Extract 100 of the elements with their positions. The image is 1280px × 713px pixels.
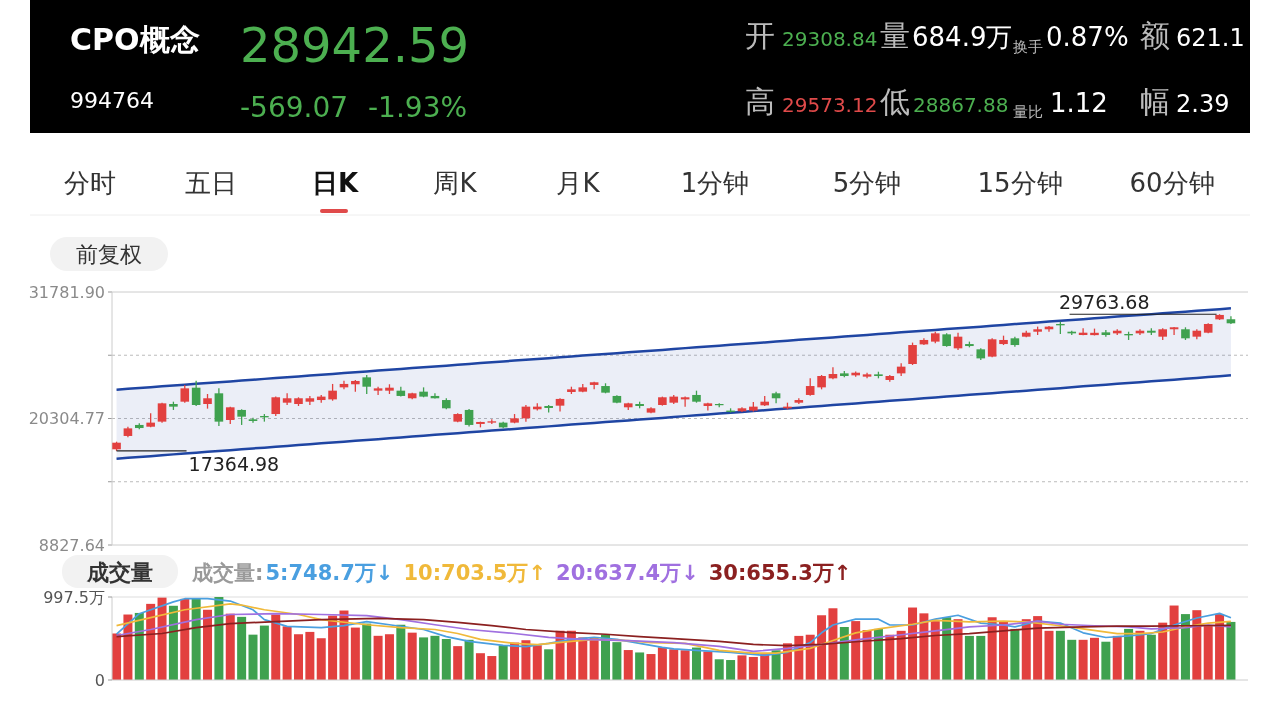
bar — [976, 635, 986, 680]
bar — [635, 652, 645, 680]
bar — [1055, 630, 1065, 680]
text: 28942.59 — [240, 17, 470, 73]
text: 20:637.4万↓ — [556, 561, 699, 585]
text: 额 — [1140, 18, 1170, 53]
bar — [1010, 628, 1020, 680]
bar — [873, 628, 883, 680]
bar — [737, 655, 747, 680]
bar — [1067, 639, 1077, 680]
bar — [1192, 610, 1202, 680]
annotation: 29763.68 — [1058, 291, 1150, 314]
text: 0.87% — [1046, 22, 1129, 52]
bar — [214, 597, 224, 680]
text: 周K — [433, 168, 478, 198]
bar — [589, 637, 599, 680]
y-tick-label: 997.5万 — [43, 587, 105, 607]
bar — [384, 634, 394, 680]
text: 684.9万 — [912, 22, 1013, 52]
bar — [487, 656, 497, 680]
bar — [544, 649, 554, 680]
bar — [1146, 634, 1156, 680]
bar — [316, 638, 326, 680]
bar — [1135, 630, 1145, 680]
series-label: 5:748.7万↓ — [265, 561, 394, 585]
text: 开 — [745, 18, 775, 53]
text: 30:655.3万↑ — [708, 561, 852, 585]
y-tick-label: 31781.90 — [28, 282, 105, 302]
text: 1分钟 — [680, 168, 750, 198]
text: 1.12 — [1050, 88, 1108, 118]
bar — [1044, 630, 1054, 680]
bar — [498, 645, 508, 680]
text: CPO概念 — [70, 22, 200, 57]
bar — [748, 656, 758, 680]
y-tick-label: 8827.64 — [38, 535, 105, 555]
bar — [475, 653, 485, 680]
text: 15分钟 — [977, 168, 1063, 198]
bar — [1180, 614, 1190, 680]
bar — [259, 625, 269, 680]
bar — [328, 615, 338, 680]
text: 5分钟 — [832, 168, 902, 198]
line-series — [115, 612, 1232, 653]
text: 日K — [311, 168, 359, 198]
y-tick-label: 0 — [94, 670, 105, 690]
bar — [293, 634, 303, 680]
bar — [612, 642, 622, 680]
line-series — [115, 307, 1233, 391]
bar — [237, 616, 247, 680]
bar — [1089, 637, 1099, 680]
bar — [930, 621, 940, 680]
bar — [157, 597, 167, 680]
candlestick — [703, 402, 713, 412]
text: 幅 — [1140, 84, 1170, 119]
bar — [373, 635, 383, 680]
bar — [1112, 635, 1122, 680]
bar — [896, 630, 906, 680]
bar — [419, 637, 429, 680]
candlestick — [191, 379, 201, 407]
bar — [1203, 626, 1213, 680]
candlestick — [908, 341, 917, 366]
bar — [1226, 621, 1236, 680]
bar — [828, 608, 838, 680]
annotation: 17364.98 — [188, 452, 280, 475]
bar — [691, 647, 701, 680]
text: 621.1 — [1176, 24, 1245, 52]
text: 29308.84 — [782, 27, 878, 51]
bar — [964, 635, 974, 680]
bar — [669, 649, 679, 680]
text: 前复权 — [76, 242, 142, 267]
text: -1.93% — [368, 91, 468, 124]
bar — [203, 609, 213, 680]
candlestick — [1169, 326, 1179, 336]
bar — [851, 621, 861, 680]
text: 60分钟 — [1129, 168, 1215, 198]
text: 五日 — [185, 168, 237, 198]
bar — [999, 621, 1009, 680]
bar — [1124, 628, 1134, 680]
bar — [407, 632, 417, 680]
y-tick-label: 20304.77 — [28, 409, 105, 428]
candlestick — [248, 417, 258, 424]
bar — [714, 659, 724, 680]
bar — [396, 624, 406, 680]
bar — [1078, 639, 1088, 680]
bar — [180, 598, 190, 680]
bar — [532, 645, 542, 680]
bar — [305, 631, 315, 680]
text: 低 — [880, 84, 910, 119]
bar — [623, 650, 633, 680]
bar — [362, 623, 372, 680]
bar — [657, 647, 667, 680]
text: 2.39 — [1176, 90, 1230, 118]
text: 换手 — [1013, 38, 1043, 56]
bar — [430, 635, 440, 680]
bar — [453, 646, 463, 680]
bar — [248, 634, 258, 680]
text: 月K — [556, 168, 601, 198]
chart-title: 成交量 — [86, 560, 153, 585]
bar — [168, 605, 178, 680]
bar — [817, 615, 827, 680]
candlestick — [373, 386, 383, 396]
